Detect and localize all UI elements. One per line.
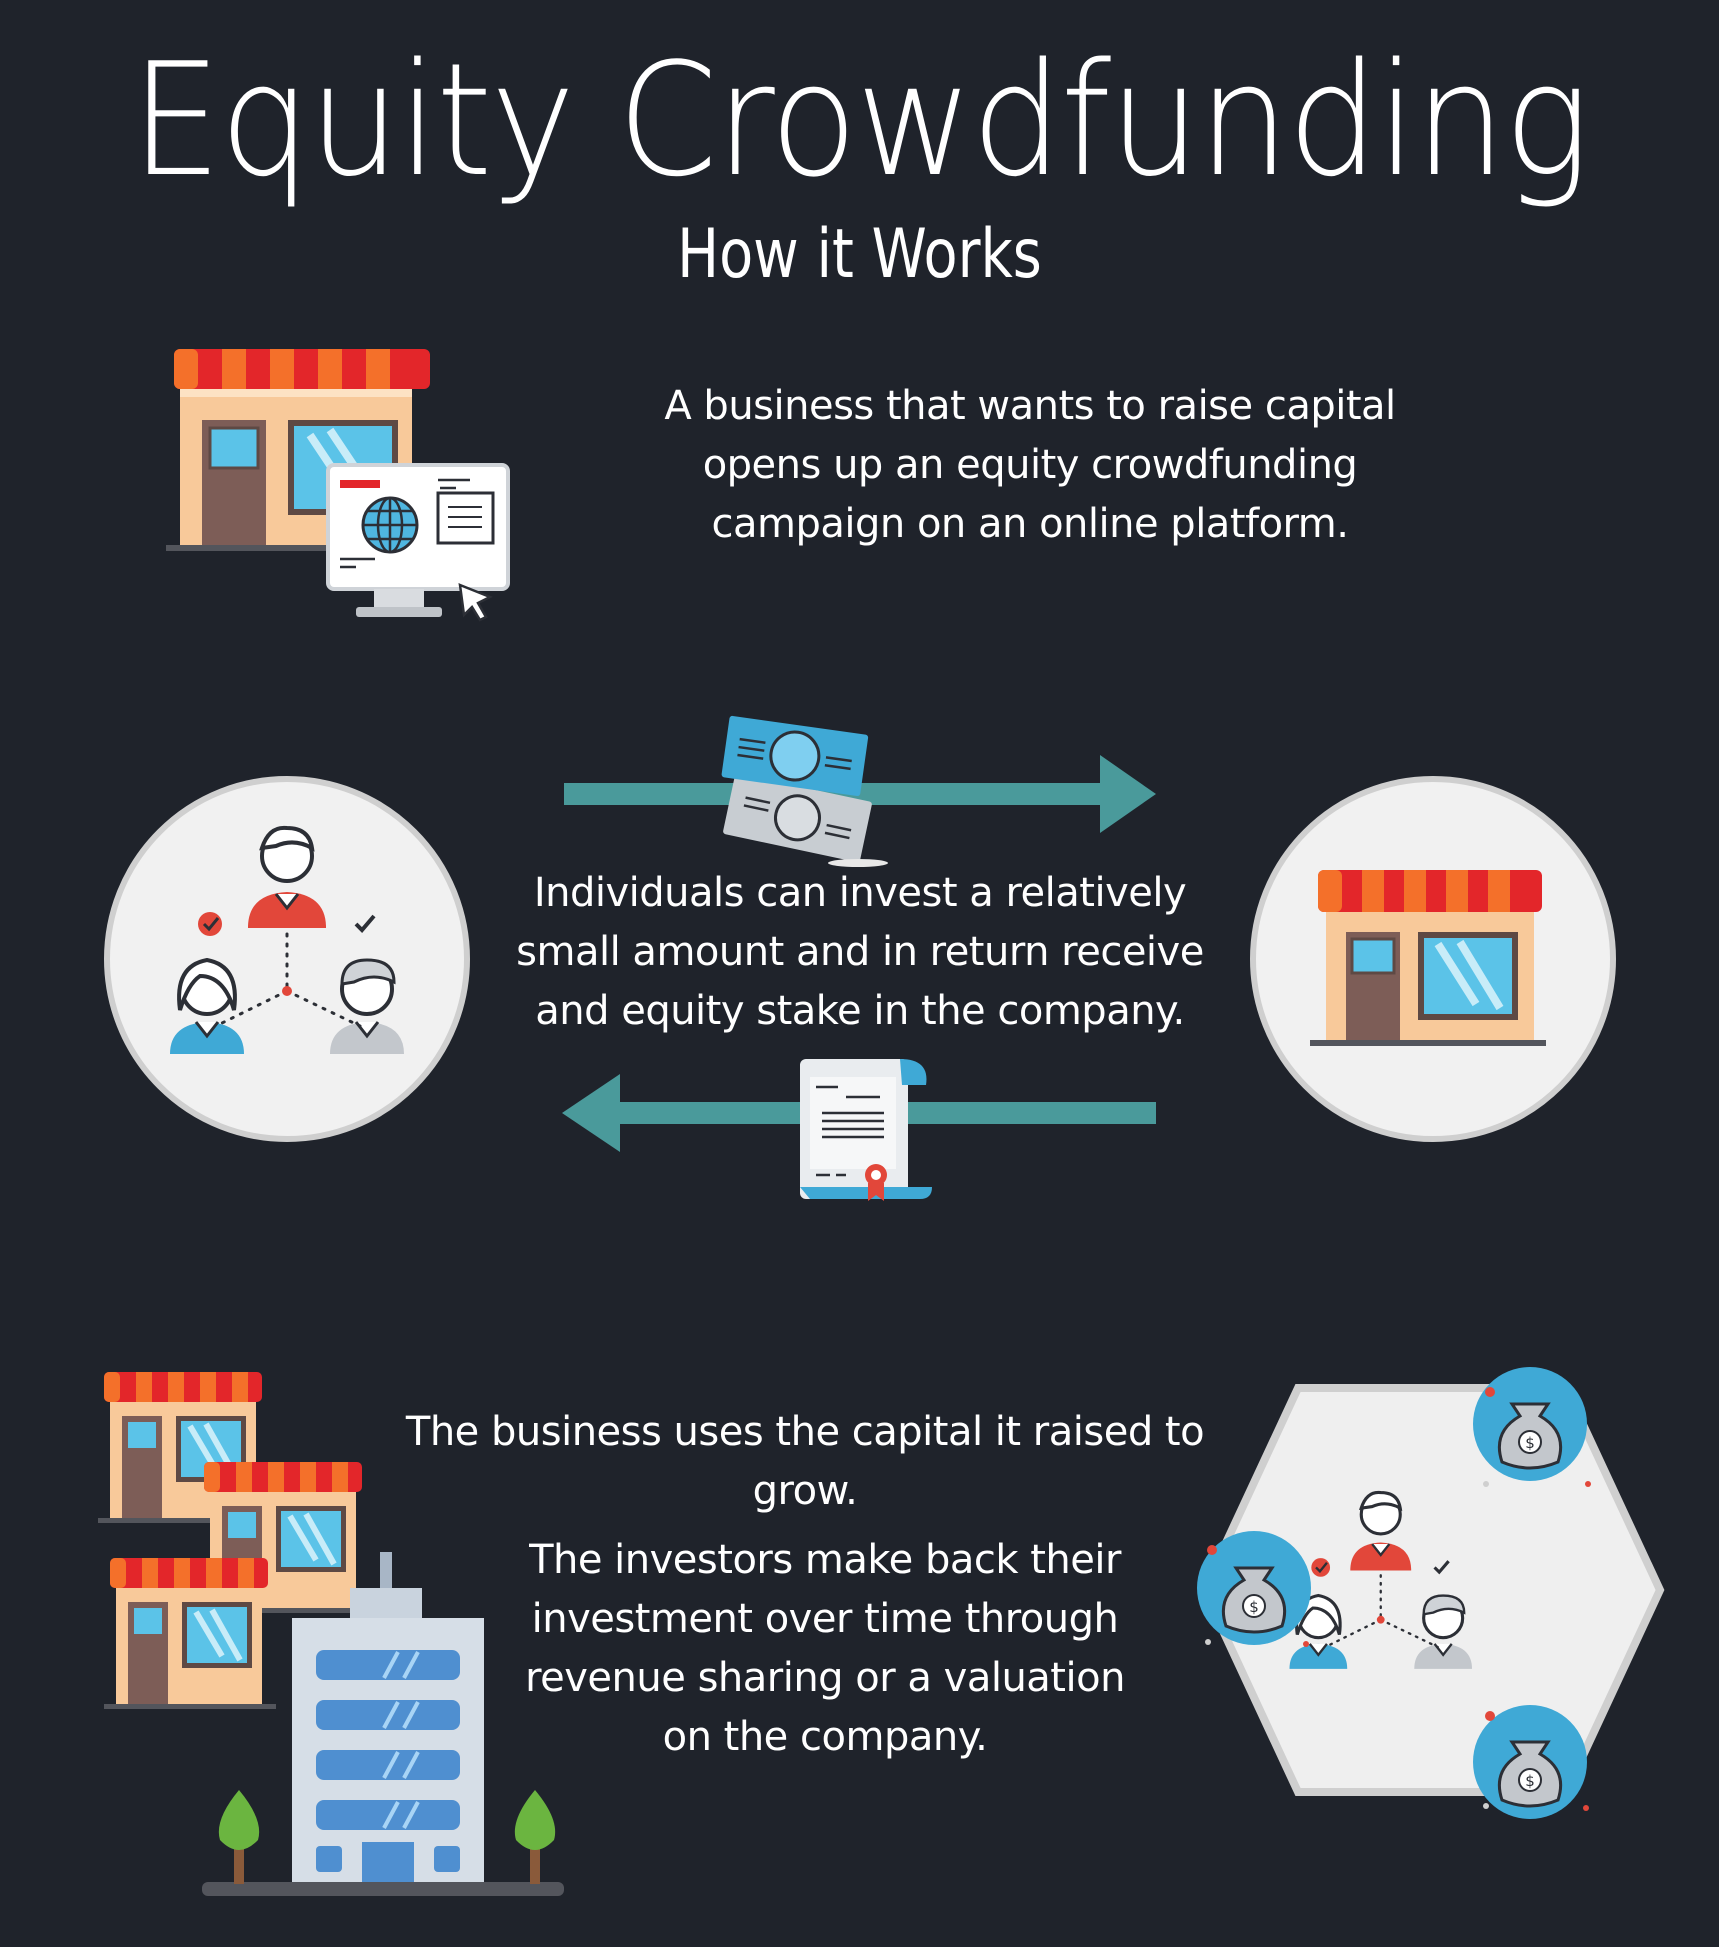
step2-line-1: Individuals can invest a relatively: [533, 870, 1187, 916]
tree-icon: [218, 1790, 260, 1884]
page-subtitle: How it Works: [677, 215, 1042, 294]
step4-line-3: revenue sharing or a valuation: [525, 1655, 1125, 1701]
step1-line-2: opens up an equity crowdfunding: [702, 442, 1358, 488]
money-bag-icon: $: [1473, 1705, 1587, 1819]
investor-icon: [170, 957, 244, 1054]
returns-hexagon: $ $ $: [1197, 1367, 1665, 1819]
step2-line-3: and equity stake in the company.: [535, 988, 1185, 1034]
page-title: Equity Crowdfunding: [130, 29, 1590, 211]
step4-line-4: on the company.: [662, 1714, 988, 1760]
svg-text:$: $: [1525, 1772, 1535, 1790]
growing-business-icon: [98, 1372, 564, 1896]
step1-line-3: campaign on an online platform.: [711, 501, 1349, 547]
step3-line-1: The business uses the capital it raised …: [405, 1409, 1205, 1514]
investors-circle: [104, 776, 470, 1142]
step2-line-2: small amount and in return receive: [516, 929, 1204, 975]
step4-line-2: investment over time through: [531, 1596, 1119, 1642]
tree-icon: [514, 1790, 556, 1884]
step4-line-1: The investors make back their: [529, 1537, 1121, 1583]
svg-text:$: $: [1525, 1434, 1535, 1452]
equity-arrow-left: [562, 1059, 1156, 1201]
online-store-icon: [166, 349, 510, 622]
step1-text: A business that wants to raise capital o…: [620, 377, 1440, 554]
investor-icon: [248, 825, 326, 928]
shop-icon: [104, 1558, 276, 1709]
company-circle: [1250, 776, 1616, 1142]
step2-text: Individuals can invest a relatively smal…: [470, 864, 1250, 1041]
office-building-icon: [202, 1552, 564, 1896]
step4-text: The investors make back their investment…: [520, 1531, 1130, 1767]
money-bag-icon: $: [1197, 1531, 1311, 1645]
svg-text:$: $: [1249, 1598, 1259, 1616]
step3-text: The business uses the capital it raised …: [370, 1403, 1240, 1521]
money-arrow-right: [564, 715, 1156, 867]
money-bag-icon: $: [1473, 1367, 1587, 1481]
step1-line-1: A business that wants to raise capital: [664, 383, 1396, 429]
